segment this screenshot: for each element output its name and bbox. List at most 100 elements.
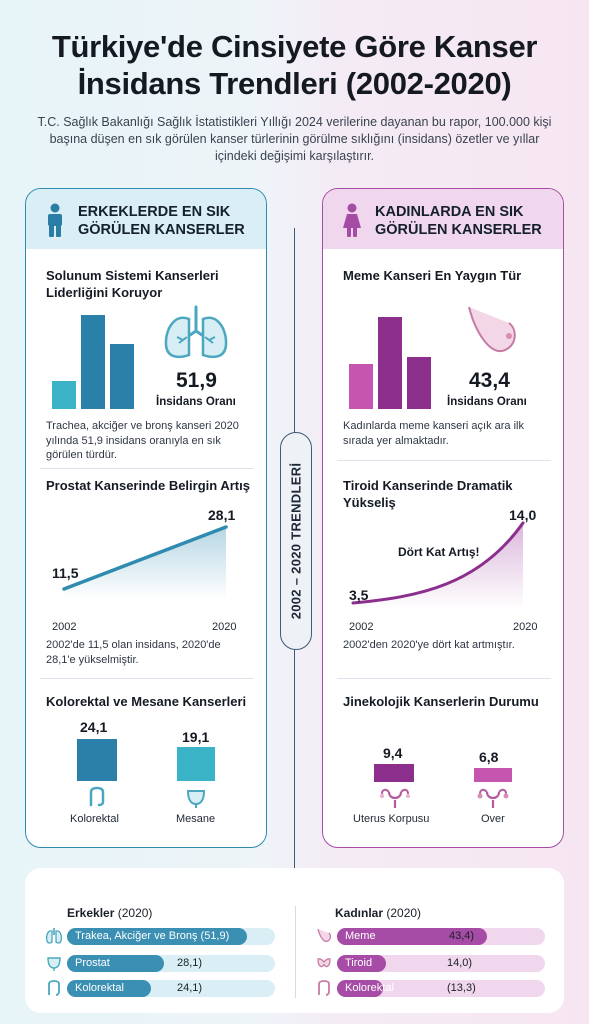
- thyroid-icon: [317, 958, 331, 968]
- women-gyneco-title: Jinekolojik Kanserlerin Durumu: [343, 694, 539, 709]
- women-thyroid-start-value: 3,5: [349, 587, 369, 603]
- men-colorectal-title: Kolorektal ve Mesane Kanserleri: [46, 694, 247, 709]
- women-breast-value: 43,4: [469, 369, 510, 392]
- breast-icon: [468, 306, 516, 352]
- summary-women-label-1: Meme: [345, 930, 376, 942]
- women-breast-bar-2: [378, 317, 402, 409]
- summary-separator: [295, 906, 296, 998]
- ovary-icon: [477, 788, 509, 808]
- men-prostate-trend-line: [62, 525, 228, 599]
- women-ovary-value: 6,8: [479, 749, 499, 765]
- title-line-2: İnsidans Trendleri (2002-2020): [77, 66, 512, 101]
- trend-divider-label: 2002 – 2020 TRENDLERİ: [288, 462, 304, 620]
- bladder-icon: [47, 957, 61, 971]
- summary-women-year: (2020): [386, 906, 422, 920]
- women-uterus-label: Uterus Korpusu: [353, 813, 430, 825]
- men-respiratory-bar-1: [52, 381, 76, 409]
- summary-men-title: Erkekler: [67, 906, 115, 920]
- women-ovary-label: Over: [481, 813, 505, 825]
- women-breast-title: Meme Kanseri En Yaygın Tür: [343, 268, 522, 283]
- women-separator-1: [337, 460, 551, 461]
- women-thyroid-end-year: 2020: [513, 621, 538, 633]
- men-panel-header: ERKEKLERDE EN SIK GÖRÜLEN KANSERLER: [26, 189, 266, 249]
- women-breast-bar-3: [407, 357, 431, 409]
- men-prostate-start-year: 2002: [52, 621, 77, 633]
- women-thyroid-trend-line: [351, 521, 525, 609]
- summary-women-heading: Kadınlar (2020): [335, 906, 421, 920]
- breast-icon: [317, 928, 332, 943]
- men-respiratory-bar-2: [81, 315, 105, 409]
- men-panel: ERKEKLERDE EN SIK GÖRÜLEN KANSERLER Solu…: [25, 188, 267, 848]
- women-panel: KADINLARDA EN SIK GÖRÜLEN KANSERLER Meme…: [322, 188, 564, 848]
- men-separator-1: [40, 468, 254, 469]
- men-bladder-label: Mesane: [176, 813, 216, 825]
- uterus-icon: [379, 788, 411, 808]
- men-bladder-value: 19,1: [182, 729, 210, 745]
- men-prostate-end-year: 2020: [212, 621, 237, 633]
- men-separator-2: [40, 678, 254, 679]
- summary-men-label-2: Prostat: [75, 957, 110, 969]
- page-title: Türkiye'de Cinsiyete Göre Kanser İnsidan…: [0, 28, 589, 102]
- summary-men-row-1: Trakea, Akciğer ve Bronş (51,9): [67, 928, 275, 945]
- summary-women-title: Kadınlar: [335, 906, 384, 920]
- women-breast-bar-1: [349, 364, 373, 409]
- summary-women-bar-2: [337, 955, 386, 972]
- summary-men-heading: Erkekler (2020): [67, 906, 152, 920]
- summary-men-label-3: Kolorektal: [75, 982, 124, 994]
- men-respiratory-value: 51,9: [176, 369, 217, 392]
- women-thyroid-title: Tiroid Kanserinde Dramatik Yükseliş: [343, 478, 513, 510]
- men-prostate-text: 2002'de 11,5 olan insidans, 2020'de 28,1…: [46, 639, 221, 666]
- summary-men-value-2: 28,1): [177, 957, 203, 969]
- men-colorectal-value: 24,1: [80, 719, 108, 735]
- summary-women-label-2: Tiroid: [345, 957, 373, 969]
- bladder-icon: [186, 790, 206, 808]
- lungs-icon: [46, 928, 62, 944]
- summary-men-row-2: Prostat 28,1): [67, 955, 275, 972]
- women-thyroid-end-value: 14,0: [509, 507, 537, 523]
- summary-women-bar-1: [337, 928, 487, 945]
- summary-men-bar-1: [67, 928, 247, 945]
- trend-divider-badge: 2002 – 2020 TRENDLERİ: [280, 432, 312, 650]
- women-panel-title: KADINLARDA EN SIK GÖRÜLEN KANSERLER: [375, 204, 542, 238]
- summary-men-bar-2: [67, 955, 164, 972]
- summary-panel: Erkekler (2020) Kadınlar (2020) Trakea, …: [25, 868, 564, 1013]
- men-prostate-end-value: 28,1: [208, 507, 236, 523]
- title-line-1: Türkiye'de Cinsiyete Göre Kanser: [51, 29, 538, 64]
- women-uterus-value: 9,4: [383, 745, 403, 761]
- summary-women-bar-3: [337, 980, 383, 997]
- women-thyroid-annotation: Dört Kat Artış!: [398, 545, 480, 559]
- women-thyroid-start-year: 2002: [349, 621, 374, 633]
- men-colorectal-label: Kolorektal: [70, 813, 119, 825]
- women-uterus-bar: [374, 764, 414, 782]
- summary-men-year: (2020): [117, 906, 153, 920]
- men-respiratory-title: Solunum Sistemi Kanserleri Liderliğini K…: [46, 268, 219, 300]
- male-person-icon: [48, 203, 62, 237]
- men-respiratory-label: İnsidans Oranı: [156, 396, 236, 408]
- summary-women-value-1: 43,4): [449, 930, 475, 942]
- women-breast-label: İnsidans Oranı: [447, 396, 527, 408]
- men-colorectal-bar: [77, 739, 117, 781]
- summary-men-value-3: 24,1): [177, 982, 203, 994]
- men-panel-title: ERKEKLERDE EN SIK GÖRÜLEN KANSERLER: [78, 204, 245, 238]
- colon-icon: [48, 980, 60, 996]
- summary-men-bar-3: [67, 980, 151, 997]
- men-respiratory-bar-3: [110, 344, 134, 409]
- men-bladder-bar: [177, 747, 215, 781]
- summary-women-row-2: Tiroid 14,0): [337, 955, 545, 972]
- summary-women-value-3: (13,3): [447, 982, 476, 994]
- summary-women-row-3: Kolorektal (13,3): [337, 980, 545, 997]
- colon-icon: [89, 786, 105, 807]
- women-panel-header: KADINLARDA EN SIK GÖRÜLEN KANSERLER: [323, 189, 563, 249]
- lungs-icon: [164, 305, 228, 359]
- women-thyroid-text: 2002'den 2020'ye dört kat artmıştır.: [343, 639, 515, 651]
- women-breast-text: Kadınlarda meme kanseri açık ara ilk sır…: [343, 420, 524, 447]
- men-respiratory-text: Trachea, akciğer ve bronş kanseri 2020 y…: [46, 420, 239, 461]
- summary-women-value-2: 14,0): [447, 957, 473, 969]
- summary-women-label-3: Kolorektal: [345, 982, 394, 994]
- colon-icon: [318, 980, 330, 996]
- female-person-icon: [343, 203, 361, 237]
- women-separator-2: [337, 678, 551, 679]
- summary-men-label-1: Trakea, Akciğer ve Bronş (51,9): [75, 930, 230, 942]
- page-subtitle: T.C. Sağlık Bakanlığı Sağlık İstatistikl…: [37, 115, 552, 163]
- summary-women-row-1: Meme 43,4): [337, 928, 545, 945]
